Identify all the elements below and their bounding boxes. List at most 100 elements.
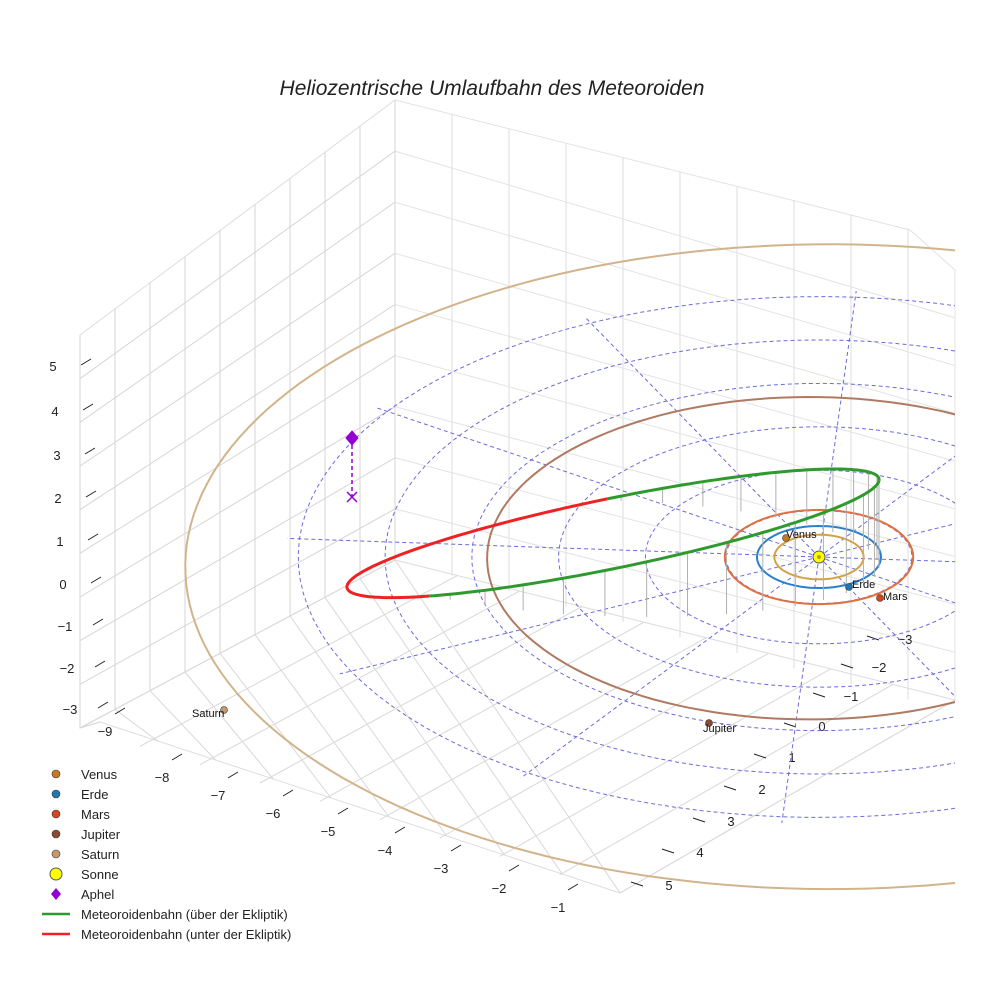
ecliptic-grid-spoke [287,537,820,558]
wall-gridline [79,406,396,598]
floor-gridline [199,590,520,766]
legend-label: Meteoroidenbahn (über der Ekliptik) [81,907,288,922]
legend-marker [49,867,63,881]
y-tick-mark [723,785,737,791]
ecliptic-grid-ring [384,339,955,775]
x-tick-label: −5 [321,824,336,839]
floor-gridline [359,578,563,875]
planet-mars [876,594,884,602]
wall-gridline [79,355,396,554]
meteoroid-orbit-below [345,497,608,600]
legend-label: Sonne [81,867,119,882]
x-tick-label: −8 [155,770,170,785]
ecliptic-grid-spoke [781,556,820,824]
z-tick-label: 3 [53,448,60,463]
x-tick-label: −1 [551,900,566,915]
x-tick-mark [171,753,183,761]
floor-gridline [149,690,216,761]
y-tick-mark [630,881,644,887]
legend-label: Venus [81,767,118,782]
y-tick-label: 2 [758,782,765,797]
ecliptic-grid-spoke [520,556,820,779]
legend-label: Jupiter [81,827,121,842]
ecliptic-grid-spoke [376,407,820,558]
x-tick-mark [337,807,349,815]
y-tick-mark [840,663,854,669]
meteoroid-orbit-above [429,480,881,598]
floor-gridline [439,652,769,839]
wall-gridline [394,201,956,367]
y-tick-mark [812,692,826,698]
wall-gridline [79,508,396,685]
x-tick-label: −3 [434,861,449,876]
y-tick-mark [753,753,767,759]
aphel-marker [345,430,359,446]
floor-gridline [289,615,448,837]
wall-gridline [394,150,956,319]
z-tick-label: −3 [63,702,78,717]
y-tick-mark [783,722,797,728]
planet-orbit-jupiter [486,395,955,721]
planet-venus [782,534,790,542]
y-tick-mark [692,817,706,823]
floor-gridline [219,653,332,799]
planet-erde [845,583,853,591]
planet-label-jupiter: Jupiter [703,723,736,735]
z-tick-mark [85,490,97,498]
wall-gridline [394,406,956,558]
y-tick-label: 3 [727,814,734,829]
planet-label-venus: Venus [786,529,817,541]
floor-gridline [619,699,956,894]
z-tick-mark [87,533,99,541]
planet-label-mars: Mars [883,591,908,603]
z-tick-label: 1 [56,534,63,549]
y-tick-label: 1 [788,750,795,765]
legend-label: Meteoroidenbahn (unter der Ekliptik) [81,927,291,942]
z-tick-mark [82,403,94,411]
floor-gridline [114,708,159,742]
z-tick-label: −2 [60,661,75,676]
wall-gridline [79,304,396,511]
floor-gridline [379,637,707,821]
wall-gridline [79,201,396,423]
z-tick-mark [97,701,109,709]
z-tick-label: 2 [54,491,61,506]
z-tick-label: 4 [51,404,58,419]
x-tick-label: −2 [492,881,507,896]
x-tick-label: −7 [211,788,226,803]
floor-gridline [139,575,458,747]
y-tick-mark [866,635,880,641]
chart-title: Heliozentrische Umlaufbahn des Meteoroid… [280,77,705,100]
aphel-projection-mark [346,491,358,503]
floor-gridline [254,634,390,818]
planet-orbit-mars [723,508,915,606]
planet-jupiter [705,719,713,727]
planet-label-erde: Erde [852,579,875,591]
x-tick-label: −6 [266,806,281,821]
z-tick-mark [84,447,96,455]
y-tick-label: 5 [665,878,672,893]
x-tick-mark [282,789,294,797]
ecliptic-grid-spoke [339,556,820,675]
y-tick-label: 0 [818,719,825,734]
floor-gridline [324,597,505,856]
planet-orbit-saturn [184,243,955,891]
x-tick-mark [394,826,406,834]
axis-panes [79,99,957,894]
y-tick-label: 4 [696,845,703,860]
ecliptic-grid-spoke [818,556,955,604]
legend-label: Erde [81,787,108,802]
legend-label: Aphel [81,887,114,902]
z-tick-mark [94,660,106,668]
z-tick-label: −1 [58,619,73,634]
z-tick-mark [92,618,104,626]
z-tick-label: 0 [59,577,66,592]
y-tick-mark [661,848,675,854]
y-tick-label: −1 [844,689,859,704]
floor-gridline [79,721,101,729]
planet-label-saturn: Saturn [192,708,224,720]
axis-ticks: 5 4 3 2 1 0 −1 −2 −3 −9 −8 −7 −6 −5 −4 −3 −2 −1 −3 −2 −1 0 1 2 3… [49,358,912,915]
legend-label: Saturn [81,847,119,862]
legend-label: Mars [81,807,110,822]
